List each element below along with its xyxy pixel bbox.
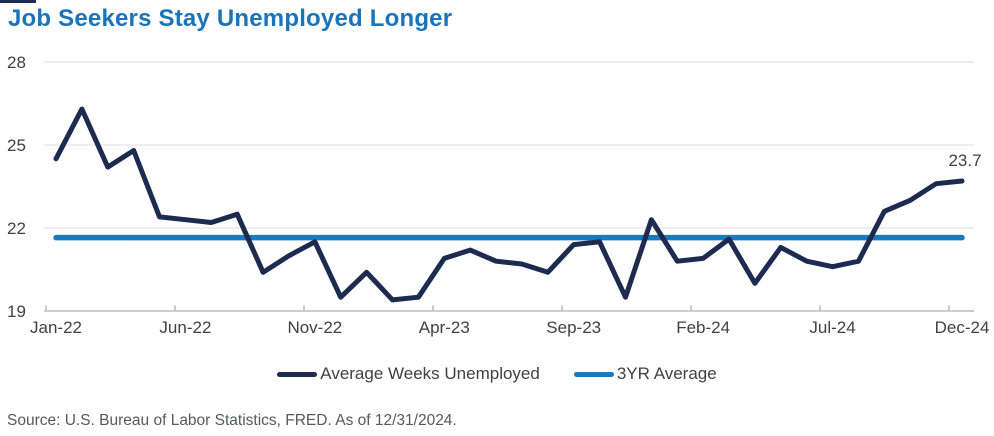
series-line-average-weeks-unemployed	[53, 106, 965, 303]
chart-grid	[44, 61, 974, 312]
x-tick-label: Dec-24	[935, 318, 990, 337]
legend: Average Weeks Unemployed 3YR Average	[0, 364, 994, 384]
y-tick-label: 22	[7, 219, 26, 238]
legend-item-average-weeks-unemployed: Average Weeks Unemployed	[277, 364, 540, 384]
page-title: Job Seekers Stay Unemployed Longer	[8, 5, 453, 32]
average-weeks-line-swatch-icon	[277, 371, 318, 377]
end-value-label: 23.7	[948, 151, 981, 170]
legend-label-3yr-average: 3YR Average	[616, 364, 717, 383]
x-tick-label: Apr-23	[419, 318, 470, 337]
chart-series	[53, 106, 965, 303]
x-tick-label: Feb-24	[676, 318, 730, 337]
y-tick-label: 19	[7, 302, 26, 321]
3yr-average-line-swatch-icon	[573, 371, 614, 377]
x-tick-label: Jan-22	[30, 318, 82, 337]
source-note: Source: U.S. Bureau of Labor Statistics,…	[7, 412, 457, 429]
x-tick-label: Nov-22	[287, 318, 342, 337]
legend-item-3yr-average: 3YR Average	[573, 364, 717, 384]
y-tick-label: 25	[7, 136, 26, 155]
x-tick-label: Jun-22	[159, 318, 211, 337]
x-tick-label: Jul-24	[809, 318, 855, 337]
x-tick-label: Sep-23	[546, 318, 601, 337]
legend-label-average-weeks: Average Weeks Unemployed	[320, 364, 540, 383]
y-tick-label: 28	[7, 53, 26, 72]
accent-bar	[0, 0, 36, 3]
